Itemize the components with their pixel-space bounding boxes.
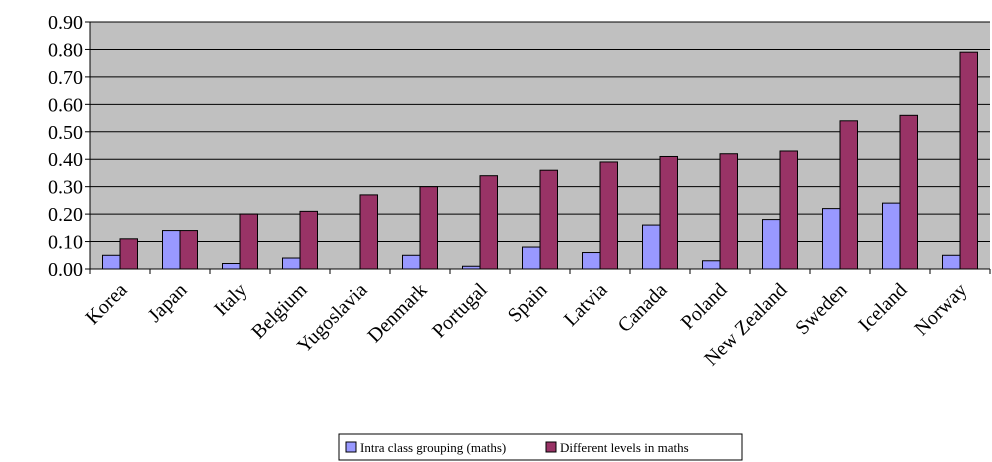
y-tick-label: 0.80 [48,39,83,61]
bar-series-1 [582,252,601,270]
y-tick-label: 0.00 [48,259,83,281]
x-tick-label: Sweden [791,279,851,339]
x-tick-label: Canada [614,279,672,337]
x-axis-labels: Korea Japan ItalyBelgiumYugoslaviaDenmarkP… [81,279,971,371]
x-tick-label: Spain [504,279,552,327]
bar-series-2 [539,169,558,270]
bar-series-2 [359,194,378,270]
x-tick-label: Iceland [854,279,911,336]
bar-series-1 [282,257,301,270]
y-tick-label: 0.90 [48,12,83,34]
bar-series-1 [702,260,721,270]
bar-series-1 [942,254,961,270]
bar-series-2 [479,175,498,270]
bar-series-2 [599,161,618,270]
bar-series-2 [779,150,798,270]
bar-series-2 [659,155,678,270]
y-tick-label: 0.10 [48,232,83,254]
bar-series-1 [102,254,121,270]
x-tick-label: Poland [677,279,732,334]
bar-series-1 [402,254,421,270]
bar-series-1 [522,246,541,270]
bar-series-2 [839,120,858,270]
bar-series-2 [119,238,138,270]
bar-series-1 [642,224,661,270]
legend-label-series-2: Different levels in maths [560,440,689,455]
x-tick-label: Denmark [363,279,431,347]
bar-series-2 [179,230,198,270]
legend-swatch-series-1 [345,441,357,453]
legend-swatch-series-2 [545,441,557,453]
x-tick-label: Norway [910,279,971,340]
y-axis-ticks: 0.00 0.10 0.20 0.30 0.40 0.50 0.60 0.70 0.80 0.90 [48,12,90,281]
legend-box [338,433,743,461]
bar-series-2 [299,210,318,270]
y-tick-label: 0.70 [48,67,83,89]
bar-series-2 [959,51,978,270]
y-tick-label: 0.20 [48,204,83,226]
y-tick-label: 0.40 [48,149,83,171]
bar-series-1 [882,202,901,270]
x-tick-label: Japan [144,279,192,327]
y-tick-label: 0.50 [48,122,83,144]
bar-series-1 [162,230,181,270]
bar-series-2 [899,114,918,270]
y-tick-label: 0.30 [48,177,83,199]
x-tick-label: Italy [210,279,251,320]
legend-label-series-1: Intra class grouping (maths) [360,440,506,455]
x-tick-label: Portugal [428,279,492,343]
bar-series-2 [419,186,438,270]
x-axis-ticks [89,269,991,274]
legend: Intra class grouping (maths) Different l… [338,433,743,461]
bar-series-2 [239,213,258,270]
bars [102,51,978,270]
x-tick-label: Korea [81,279,131,329]
y-tick-label: 0.60 [48,94,83,116]
bar-series-1 [822,208,841,270]
x-tick-label: Latvia [560,279,612,331]
bar-series-1 [762,219,781,270]
bar-series-2 [719,153,738,270]
bar-series-1 [222,263,241,270]
